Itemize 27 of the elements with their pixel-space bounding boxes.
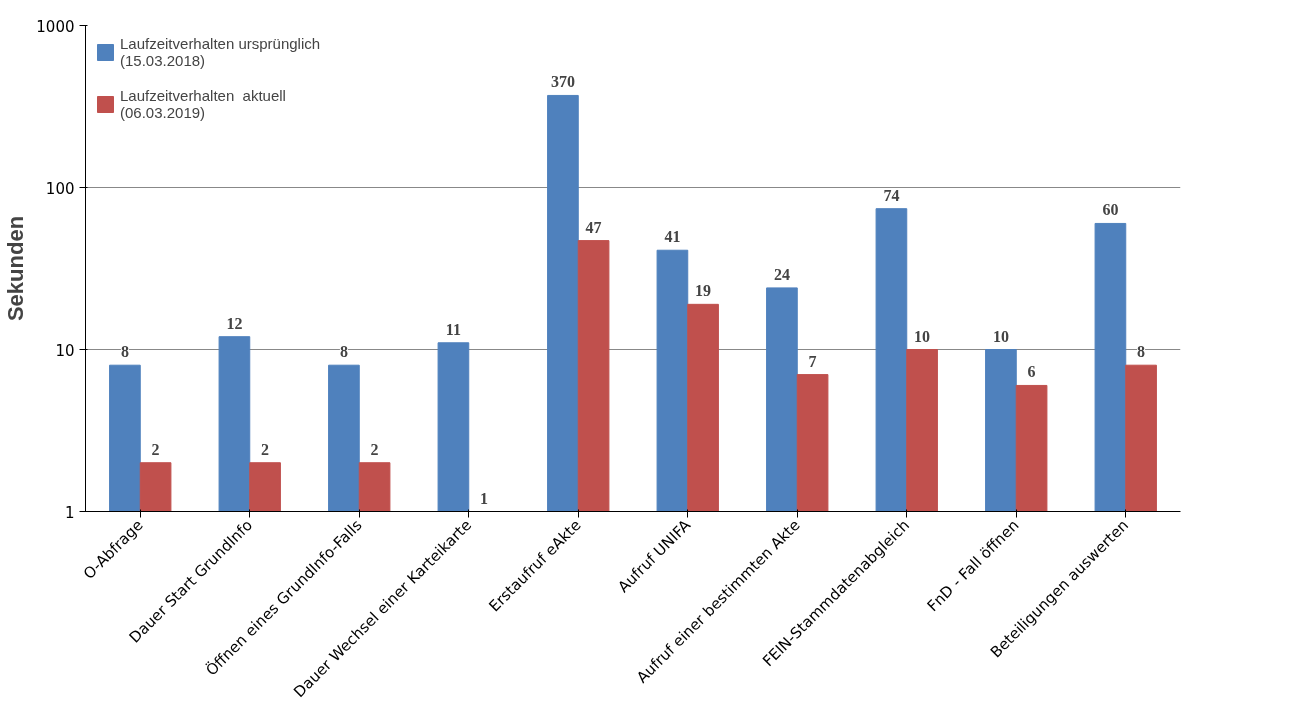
data-label: 47	[585, 218, 602, 236]
data-label: 1	[480, 489, 489, 507]
data-label: 11	[445, 320, 461, 338]
data-label: 8	[120, 343, 129, 361]
y-tick-label: 1	[64, 503, 75, 522]
y-tick-label: 10	[55, 341, 75, 360]
data-label: 2	[261, 440, 270, 458]
data-label: 74	[883, 186, 900, 204]
y-axis-title: Sekunden	[3, 215, 29, 322]
data-label: 24	[773, 265, 790, 283]
legend-label: Laufzeitverhalten aktuell (06.03.2019)	[120, 87, 286, 121]
data-label: 12	[226, 314, 243, 332]
data-label: 41	[664, 228, 681, 246]
data-label: 10	[914, 327, 931, 345]
y-tick-label: 100	[45, 179, 75, 198]
data-label: 6	[1027, 363, 1036, 381]
data-label: 2	[370, 440, 379, 458]
data-label: 8	[339, 343, 348, 361]
legend-label: Laufzeitverhalten ursprünglich (15.03.2018)	[120, 35, 321, 69]
data-label: 8	[1137, 343, 1146, 361]
data-label: 10	[992, 327, 1009, 345]
data-label: 60	[1102, 201, 1119, 219]
y-tick-label: 1000	[36, 17, 75, 36]
data-label: 2	[151, 440, 160, 458]
data-label: 19	[695, 282, 712, 300]
data-label: 7	[808, 352, 817, 370]
data-label: 370	[550, 73, 575, 91]
